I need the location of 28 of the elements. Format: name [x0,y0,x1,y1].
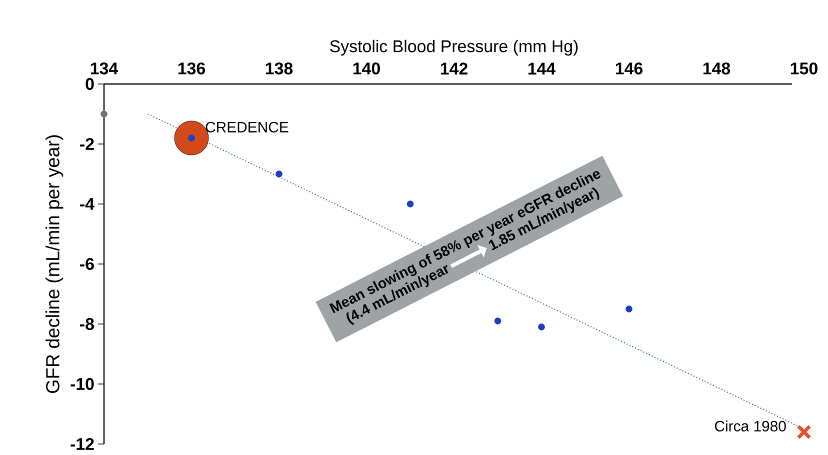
annotation: CREDENCE [206,122,288,132]
x-tick-label: 136 [178,62,206,74]
point [626,306,632,312]
y-tick-label: -6 [80,258,94,270]
y-tick-label: -4 [80,198,94,210]
point [406,200,414,208]
point [796,424,812,440]
x-tick-label: 142 [440,62,468,74]
point [538,324,545,330]
point [494,318,502,324]
x-tick-label: 134 [90,62,118,74]
x-tick-label: 138 [266,62,293,74]
point [276,170,282,178]
y-tick-label: 0 [86,78,94,90]
x-axis-title: Systolic Blood Pressure (mm Hg) [330,40,578,56]
x-tick-label: 146 [616,62,643,74]
x-tick-label: 140 [353,62,380,74]
y-axis-title: GFR decline (mL/min per year) [46,135,64,393]
y-tick-label: -2 [80,138,94,150]
y-tick-label: -8 [80,318,94,330]
y-tick-label: -10 [70,378,94,390]
point [188,134,195,142]
x-tick-label: 150 [790,62,818,74]
x-tick-label: 144 [528,62,556,74]
point [100,110,108,118]
x-tick-label: 148 [703,62,730,74]
annotation: Circa 1980 [714,420,786,432]
y-tick-label: -12 [70,438,94,450]
